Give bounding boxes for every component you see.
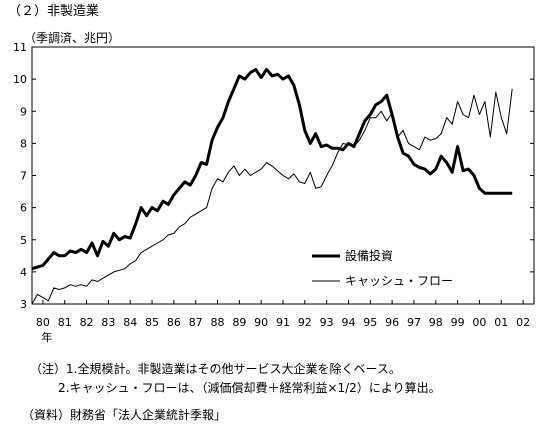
x-axis: 80 81 82 83 84 85 86 87 88 89 90 91 92 93 94 95 96 97 98 99… [36,300,530,344]
series-lines [31,68,513,305]
y-tick-label: 10 [13,73,27,86]
x-tick-label: 00 [472,316,486,329]
x-tick-label: 99 [451,316,465,329]
x-tick-label: 91 [276,316,290,329]
x-tick-label: 82 [80,316,94,329]
x-tick-label: 84 [123,316,137,329]
note-line-1: （注）1.全規模計。非製造業はその他サービス大企業を除くベース。 [30,362,401,376]
source-note: （資料）財務省「法人企業統計季報」 [22,408,227,422]
x-tick-label: 97 [407,316,421,329]
x-tick-label: 80 [36,316,50,329]
y-tick-label: 4 [20,266,27,279]
y-tick-label: 3 [20,298,27,311]
x-tick-label: 88 [211,316,225,329]
y-tick-label: 7 [20,170,27,183]
x-tick-label: 81 [58,316,72,329]
x-tick-label: 86 [167,316,181,329]
y-axis: 3 4 5 6 7 8 9 10 11 [13,41,534,311]
x-tick-label: 92 [298,316,312,329]
x-tick-label: 89 [232,316,246,329]
y-tick-label: 6 [20,202,27,215]
x-tick-label: 95 [363,316,377,329]
x-tick-label: 94 [341,316,355,329]
series-line-capex [31,68,513,271]
x-tick-label: 98 [429,316,443,329]
y-tick-label: 11 [13,41,27,54]
x-tick-label: 83 [101,316,115,329]
x-tick-label: 01 [494,316,508,329]
x-tick-label: 90 [254,316,268,329]
x-tick-label: 02 [516,316,530,329]
y-axis-unit-label: （季調済、兆円） [24,31,121,45]
y-tick-label: 5 [20,234,27,247]
note-line-2: 2.キャッシュ・フローは、（減価償却費＋経常利益×1/2）により算出。 [58,381,441,395]
y-tick-label: 8 [20,137,27,150]
chart-title: （２）非製造業 [8,4,100,19]
legend-label: 設備投資 [345,248,393,263]
x-tick-label: 93 [320,316,334,329]
x-tick-label: 96 [385,316,399,329]
x-tick-label: 87 [189,316,203,329]
y-tick-label: 9 [20,105,27,118]
series-line-cashflow [31,88,513,305]
x-axis-unit: 年 [41,330,52,344]
legend-label: キャッシュ・フロー [345,274,453,288]
x-tick-label: 85 [145,316,159,329]
